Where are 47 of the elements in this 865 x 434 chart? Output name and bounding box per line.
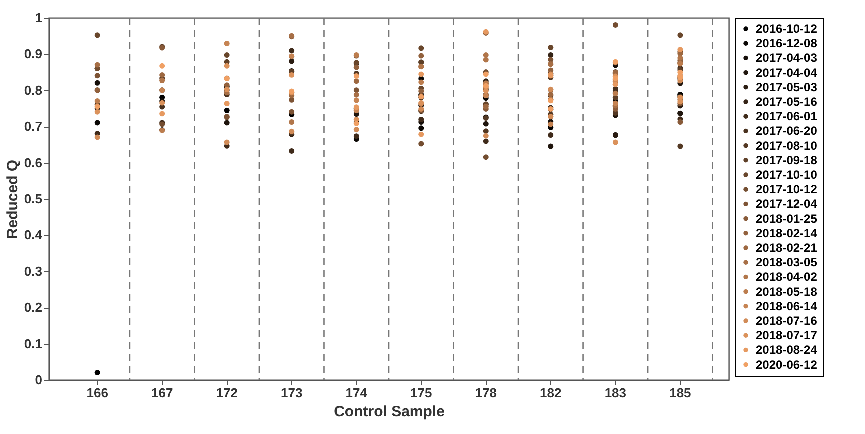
legend-label: 2017-06-20 [756,124,818,138]
legend-label: 2017-04-03 [756,51,818,66]
legend-label: 2018-01-25 [756,212,818,226]
x-axis-title: Control Sample [334,404,445,420]
legend-label: 2017-08-10 [756,138,818,153]
legend-label: 2018-07-16 [756,314,818,328]
x-tick-label: 166 [86,386,108,400]
y-tick-label: 0.3 [24,264,42,279]
legend-label: 2016-10-12 [756,22,818,36]
y-tick-label: 0.2 [24,300,42,316]
legend-label: 2018-02-14 [756,226,818,240]
legend-label: 2017-10-10 [756,168,818,182]
x-tick-label: 167 [151,386,174,400]
legend-label: 2018-05-18 [756,284,818,299]
x-tick-label: 173 [281,386,303,400]
x-tick-label: 182 [540,386,562,400]
legend-label: 2018-04-02 [756,270,818,284]
legend-label: 2020-06-12 [756,358,818,372]
legend-label: 2017-10-12 [756,182,818,197]
y-tick-label: 0.9 [24,46,42,62]
legend-label: 2017-09-18 [756,153,818,168]
x-tick-label: 185 [670,386,692,400]
legend-label: 2018-02-21 [756,241,818,255]
legend-label: 2018-03-05 [756,256,818,270]
y-tick-label: 0.1 [24,336,42,352]
legend-label: 2017-05-16 [756,95,818,109]
legend-label: 2018-07-17 [756,328,818,343]
y-tick-label: 1 [35,10,42,26]
x-tick-label: 175 [410,386,432,400]
y-tick-label: 0.7 [24,119,42,134]
x-tick-label: 183 [604,386,627,400]
legend-label: 2017-12-04 [756,197,818,212]
legend-label: 2018-06-14 [756,299,818,314]
y-tick-label: 0.5 [24,192,42,206]
legend-label: 2018-08-24 [756,343,818,358]
x-tick-label: 174 [346,386,368,400]
x-tick-label: 178 [475,386,497,400]
legend-label: 2016-12-08 [756,36,818,51]
y-tick-label: 0.4 [24,228,44,243]
y-tick-label: 0 [35,372,42,388]
legend-label: 2017-04-04 [756,66,818,80]
y-axis-title: Reduced Q [4,160,22,240]
legend-label: 2017-06-01 [756,110,818,124]
x-tick-label: 172 [216,386,238,400]
y-tick-label: 0.8 [24,82,42,98]
y-tick-label: 0.6 [24,155,42,170]
legend-label: 2017-05-03 [756,80,818,94]
